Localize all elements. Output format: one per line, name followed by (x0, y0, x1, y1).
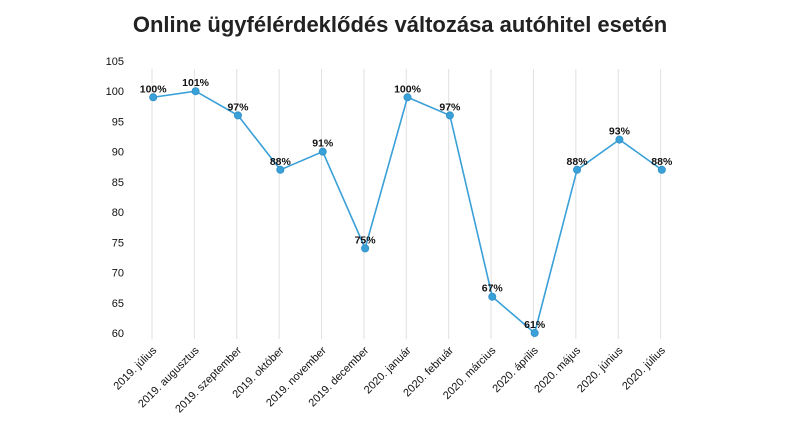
y-tick-label: 100 (106, 86, 124, 98)
data-label: 88% (651, 156, 673, 168)
x-tick-label: 2020. július (620, 344, 668, 392)
data-label: 67% (482, 283, 504, 295)
y-tick-label: 105 (106, 56, 124, 68)
y-tick-label: 70 (112, 268, 124, 280)
x-tick-label: 2020. június (575, 344, 626, 395)
data-point (233, 111, 242, 120)
data-label: 88% (270, 156, 292, 168)
data-point (530, 328, 539, 337)
series-line (153, 90, 663, 335)
data-label: 61% (524, 319, 546, 331)
data-label: 97% (439, 101, 461, 113)
data-label: 100% (140, 83, 168, 95)
data-label: 93% (609, 126, 631, 138)
data-label: 100% (394, 83, 422, 95)
data-point (149, 93, 158, 102)
data-point (573, 165, 582, 174)
data-label: 91% (312, 138, 334, 150)
data-label: 101% (182, 77, 210, 89)
chart-title: Online ügyfélérdeklődés változása autóhi… (132, 12, 668, 37)
y-tick-label: 95 (112, 116, 124, 128)
y-axis-ticks: 60 65 70 75 80 85 90 95 100 105 (106, 56, 124, 340)
y-tick-label: 75 (112, 237, 124, 249)
data-point (615, 135, 624, 144)
data-point (657, 165, 666, 174)
y-tick-label: 80 (112, 207, 124, 219)
data-label: 75% (355, 234, 377, 246)
y-tick-label: 65 (112, 298, 124, 310)
data-point (488, 292, 497, 301)
data-point (403, 93, 412, 102)
data-point (191, 87, 200, 96)
data-point (361, 244, 370, 253)
data-point (276, 165, 285, 174)
y-tick-label: 85 (112, 177, 124, 189)
data-series (149, 87, 666, 337)
y-tick-label: 90 (112, 147, 124, 159)
data-label: 97% (227, 101, 249, 113)
y-tick-label: 60 (112, 328, 124, 340)
data-point (445, 111, 454, 120)
data-labels: 100% 101% 97% 88% 91% 75% 100% 97% 67% 61% 88% 93% 8… (140, 77, 673, 331)
data-label: 88% (567, 156, 589, 168)
data-point (318, 147, 327, 156)
